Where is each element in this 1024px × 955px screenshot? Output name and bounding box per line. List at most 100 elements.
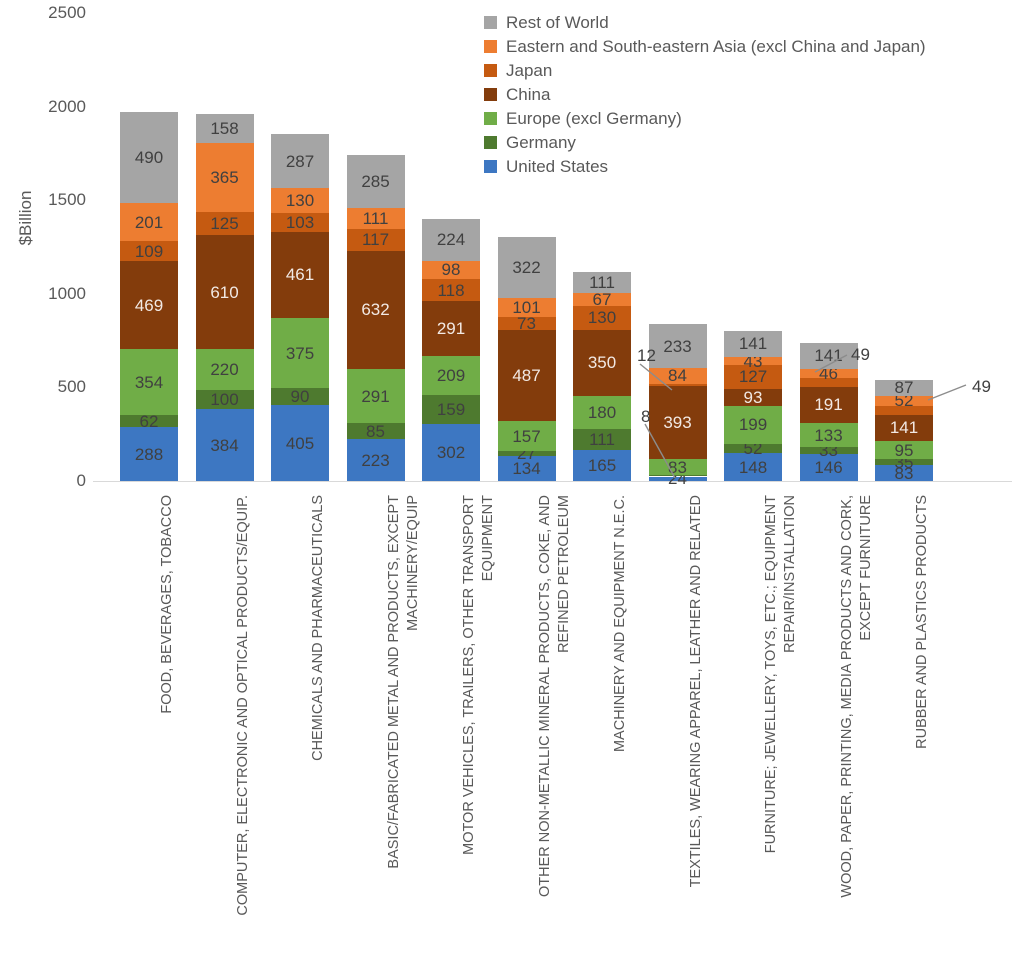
bar-segment[interactable]: 111 <box>573 272 631 294</box>
bar-segment[interactable]: 201 <box>120 203 178 241</box>
bar-segment[interactable]: 165 <box>573 450 631 481</box>
bar-segment[interactable] <box>799 377 858 387</box>
bar-segment[interactable]: 148 <box>724 453 782 481</box>
bar-segment[interactable]: 127 <box>724 365 782 389</box>
bar-segment[interactable]: 199 <box>724 406 782 444</box>
bar-segment[interactable]: 365 <box>195 143 254 212</box>
bar-column[interactable]: 134 27 157 487 73 101 322 <box>497 0 556 481</box>
bar-segment[interactable]: 384 <box>195 409 254 481</box>
bar-column[interactable]: 405 90 375 461 103 130 287 <box>271 0 329 481</box>
bar-column[interactable]: 223 85 291 632 117 111 285 <box>346 0 405 481</box>
bar-column[interactable]: 288 62 354 469 109 201 490 <box>120 0 178 481</box>
bar-segment[interactable]: 223 <box>346 439 405 481</box>
bar-segment[interactable]: 224 <box>422 218 480 261</box>
bar-segment[interactable]: 111 <box>573 429 631 451</box>
bar-segment[interactable] <box>648 475 707 477</box>
bar-segment[interactable]: 103 <box>271 212 329 232</box>
bar-segment[interactable]: 90 <box>271 388 329 405</box>
legend-label: Rest of World <box>506 12 609 32</box>
bar-segment[interactable]: 287 <box>271 134 329 189</box>
bar-segment[interactable]: 109 <box>120 241 178 262</box>
bar-segment[interactable]: 62 <box>120 413 178 430</box>
legend-item[interactable]: Europe (excl Germany) <box>484 106 926 130</box>
bar-segment[interactable]: 98 <box>422 260 480 279</box>
legend-item[interactable]: China <box>484 82 926 106</box>
legend-item[interactable]: Rest of World <box>484 10 926 34</box>
bar-segment[interactable]: 220 <box>195 349 254 391</box>
bar-segment[interactable]: 67 <box>573 291 631 308</box>
bar-segment[interactable]: 52 <box>724 440 782 457</box>
bar-segment[interactable]: 27 <box>497 445 556 462</box>
bar-segment[interactable]: 35 <box>875 454 933 471</box>
y-axis-tick-2500: 2500 <box>48 3 86 22</box>
bar-column[interactable]: 165 111 180 350 130 67 111 <box>573 0 631 481</box>
bar-segment[interactable]: 117 <box>346 228 405 251</box>
bar-segment[interactable]: 302 <box>422 424 480 481</box>
bar-segment[interactable]: 288 <box>120 427 178 481</box>
bar-segment[interactable]: 209 <box>422 355 480 395</box>
bar-segment[interactable]: 158 <box>195 113 254 144</box>
bar-column[interactable]: 384 100 220 610 125 365 158 <box>195 0 254 481</box>
bar-segment[interactable]: 84 <box>648 367 707 384</box>
bar-segment[interactable] <box>648 383 707 386</box>
bar-column[interactable]: 83 35 95 141 52 87 <box>875 0 933 482</box>
bar-segment[interactable]: 461 <box>271 231 329 319</box>
bar-segment[interactable]: 191 <box>799 386 858 423</box>
bar-segment[interactable]: 291 <box>422 301 480 356</box>
bar-segment[interactable]: 146 <box>799 453 858 481</box>
bar-segment[interactable]: 111 <box>346 207 405 229</box>
bar-segment[interactable]: 405 <box>271 405 329 481</box>
bar-segment[interactable]: 46 <box>799 365 858 382</box>
bar-segment[interactable]: 101 <box>497 297 556 317</box>
bar-segment[interactable]: 118 <box>422 279 480 302</box>
bar-segment[interactable]: 159 <box>422 394 480 425</box>
bar-segment[interactable]: 133 <box>799 422 858 448</box>
bar-segment[interactable]: 43 <box>724 353 782 370</box>
bar-segment[interactable]: 85 <box>346 423 405 440</box>
bar-segment[interactable]: 141 <box>724 330 782 358</box>
bar-segment[interactable] <box>875 405 933 415</box>
bar-segment[interactable]: 141 <box>875 414 933 442</box>
bar-segment[interactable]: 490 <box>120 111 178 204</box>
bar-segment-value: 375 <box>285 343 315 363</box>
bar-segment[interactable]: 233 <box>648 324 707 368</box>
bar-segment[interactable]: 393 <box>648 385 707 460</box>
bar-segment[interactable]: 322 <box>497 237 556 298</box>
legend-item[interactable]: Germany <box>484 130 926 154</box>
bar-segment[interactable]: 93 <box>724 388 782 407</box>
bar-segment[interactable]: 83 <box>648 459 707 476</box>
bar-segment[interactable]: 100 <box>195 390 254 410</box>
bar-segment[interactable]: 125 <box>195 211 254 235</box>
bar-segment[interactable]: 134 <box>497 455 556 481</box>
bar-segment[interactable]: 487 <box>497 330 556 422</box>
bar-segment[interactable]: 52 <box>875 392 933 409</box>
bar-column[interactable]: 302 159 209 291 118 98 224 <box>422 0 480 481</box>
bar-segment[interactable]: 285 <box>346 154 405 208</box>
legend-item[interactable]: Japan <box>484 58 926 82</box>
bar-segment-value: 111 <box>589 273 615 293</box>
bar-column[interactable]: 148 52 199 93 127 43 141 <box>724 0 782 481</box>
category-label-line: WOOD, PAPER, PRINTING, MEDIA PRODUCTS AN… <box>838 495 855 898</box>
bar-segment[interactable]: 375 <box>271 318 329 389</box>
bar-segment[interactable]: 33 <box>799 442 858 459</box>
bar-segment[interactable]: 83 <box>875 465 933 482</box>
legend-item[interactable]: United States <box>484 154 926 178</box>
bar-segment[interactable]: 291 <box>346 368 405 424</box>
bar-segment[interactable]: 130 <box>573 305 631 331</box>
bar-segment[interactable]: 157 <box>497 421 556 451</box>
bar-segment[interactable]: 350 <box>573 330 631 396</box>
bar-segment-value-callout: 12 <box>637 346 656 365</box>
legend-item[interactable]: Eastern and South-eastern Asia (excl Chi… <box>484 34 926 58</box>
bar-segment[interactable]: 180 <box>573 395 631 430</box>
bar-segment[interactable]: 469 <box>120 261 178 350</box>
bar-segment[interactable]: 141 <box>799 342 858 370</box>
bar-segment[interactable]: 95 <box>875 441 933 459</box>
bar-segment[interactable]: 87 <box>875 379 933 396</box>
bar-segment[interactable]: 24 <box>648 470 707 487</box>
bar-segment[interactable]: 610 <box>195 235 254 350</box>
legend-label: Eastern and South-eastern Asia (excl Chi… <box>506 36 926 56</box>
bar-segment[interactable]: 632 <box>346 250 405 369</box>
bar-segment[interactable]: 130 <box>271 188 329 213</box>
bar-segment[interactable]: 354 <box>120 349 178 416</box>
bar-segment[interactable]: 73 <box>497 315 556 332</box>
